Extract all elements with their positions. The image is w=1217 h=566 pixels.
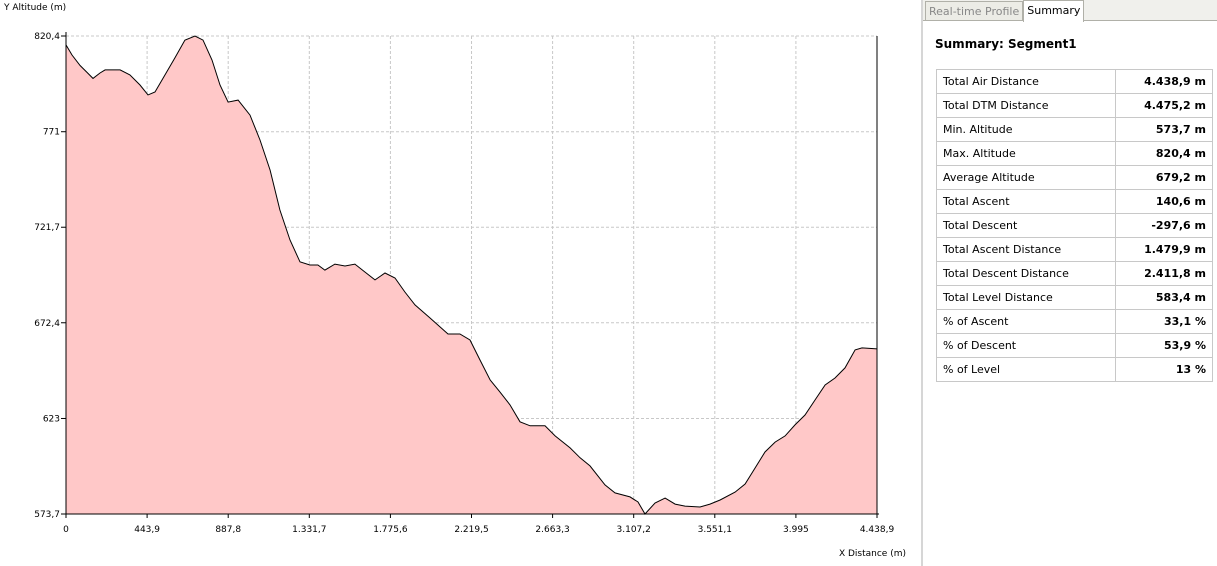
x-tick-label: 2.219,5 bbox=[454, 525, 488, 535]
area-fill bbox=[66, 36, 877, 514]
summary-label: Total Descent bbox=[935, 213, 1117, 238]
summary-row: Total Descent Distance 2.411,8 m bbox=[935, 261, 1213, 286]
summary-label: Total Ascent bbox=[935, 189, 1117, 214]
summary-row: Average Altitude 679,2 m bbox=[935, 165, 1213, 190]
tab-bar: Real-time Profile Summary bbox=[923, 0, 1217, 22]
summary-label: % of Ascent bbox=[935, 309, 1117, 334]
summary-value: 573,7 m bbox=[1115, 117, 1213, 142]
summary-label: % of Descent bbox=[935, 333, 1117, 358]
x-tick-label: 4.438,9 bbox=[860, 525, 895, 535]
summary-label: Average Altitude bbox=[935, 165, 1117, 190]
tab[interactable]: Real-time Profile bbox=[925, 1, 1024, 20]
y-axis-label: Y Altitude (m) bbox=[3, 3, 66, 13]
summary-row: % of Ascent 33,1 % bbox=[935, 309, 1213, 334]
summary-value: 583,4 m bbox=[1115, 285, 1213, 310]
summary-label: Total DTM Distance bbox=[935, 93, 1117, 118]
summary-label: Total Ascent Distance bbox=[935, 237, 1117, 262]
summary-value: 820,4 m bbox=[1115, 141, 1213, 166]
summary-row: Total Descent -297,6 m bbox=[935, 213, 1213, 238]
summary-row: Total DTM Distance 4.475,2 m bbox=[935, 93, 1213, 118]
summary-row: Max. Altitude 820,4 m bbox=[935, 141, 1213, 166]
summary-value: 1.479,9 m bbox=[1115, 237, 1213, 262]
summary-label: Max. Altitude bbox=[935, 141, 1117, 166]
summary-label: % of Level bbox=[935, 357, 1117, 382]
y-tick-label: 820,4 bbox=[34, 32, 60, 42]
profile-line bbox=[65, 35, 878, 515]
x-axis-label: X Distance (m) bbox=[839, 549, 906, 559]
x-tick-label: 0 bbox=[63, 525, 69, 535]
summary-row: Total Level Distance 583,4 m bbox=[935, 285, 1213, 310]
tab[interactable]: Summary bbox=[1023, 0, 1085, 22]
summary-row: Total Ascent 140,6 m bbox=[935, 189, 1213, 214]
summary-value: 4.475,2 m bbox=[1115, 93, 1213, 118]
x-tick-label: 2.663,3 bbox=[535, 525, 569, 535]
summary-value: 13 % bbox=[1115, 357, 1213, 382]
summary-row: Min. Altitude 573,7 m bbox=[935, 117, 1213, 142]
summary-row: % of Level 13 % bbox=[935, 357, 1213, 382]
summary-value: 53,9 % bbox=[1115, 333, 1213, 358]
summary-value: 140,6 m bbox=[1115, 189, 1213, 214]
summary-value: 2.411,8 m bbox=[1115, 261, 1213, 286]
y-tick-label: 721,7 bbox=[34, 223, 60, 233]
summary-table: Total Air Distance 4.438,9 m Total DTM Dis… bbox=[935, 69, 1213, 382]
y-tick-label: 771 bbox=[43, 128, 60, 138]
summary-label: Min. Altitude bbox=[935, 117, 1117, 142]
profile-chart: Y Altitude (m) X Distance (m) 0 443,9 887,… bbox=[3, 3, 906, 559]
y-tick-label: 623 bbox=[43, 414, 60, 424]
summary-value: -297,6 m bbox=[1115, 213, 1213, 238]
x-tick-label: 1.775,6 bbox=[373, 525, 408, 535]
x-tick-label: 443,9 bbox=[134, 525, 160, 535]
x-tick-label: 3.551,1 bbox=[698, 525, 732, 535]
summary-value: 679,2 m bbox=[1115, 165, 1213, 190]
summary-row: Total Air Distance 4.438,9 m bbox=[935, 69, 1213, 94]
y-tick-label: 573,7 bbox=[34, 510, 60, 520]
summary-row: Total Ascent Distance 1.479,9 m bbox=[935, 237, 1213, 262]
x-tick-label: 1.331,7 bbox=[292, 525, 326, 535]
x-tick-label: 3.995 bbox=[783, 525, 809, 535]
summary-label: Total Air Distance bbox=[935, 69, 1117, 94]
summary-label: Total Descent Distance bbox=[935, 261, 1117, 286]
y-tick-label: 672,4 bbox=[34, 319, 60, 329]
side-panel: Real-time Profile Summary Summary: Segme… bbox=[921, 0, 1217, 566]
summary-value: 33,1 % bbox=[1115, 309, 1213, 334]
summary-value: 4.438,9 m bbox=[1115, 69, 1213, 94]
summary-title: Summary: Segment1 bbox=[935, 37, 1077, 51]
summary-row: % of Descent 53,9 % bbox=[935, 333, 1213, 358]
x-tick-label: 3.107,2 bbox=[617, 525, 651, 535]
summary-label: Total Level Distance bbox=[935, 285, 1117, 310]
x-tick-label: 887,8 bbox=[215, 525, 241, 535]
